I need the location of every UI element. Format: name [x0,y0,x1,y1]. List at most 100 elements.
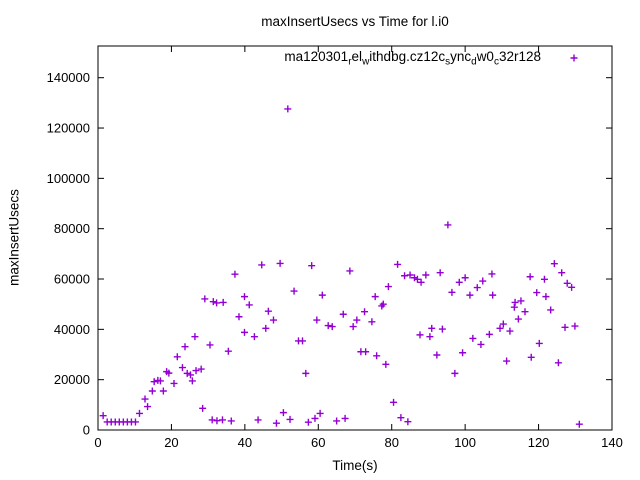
data-point-marker [384,283,392,291]
legend: ma120301relwithdbg.cz12csyncdw0c32r128 [284,49,581,67]
y-tick-label: 0 [83,423,90,438]
data-point-marker [170,379,178,387]
data-point-marker [192,367,200,375]
data-point-marker [379,300,387,308]
data-point-marker [328,323,336,331]
data-point-marker [496,324,504,332]
data-point-marker [199,404,207,412]
data-point-marker [99,412,107,420]
data-point-marker [488,270,496,278]
y-tick-label: 60000 [54,272,90,287]
data-point-marker [308,262,316,270]
legend-plus-marker-icon [570,54,578,62]
x-axis-label: Time(s) [332,458,378,473]
y-tick-label: 40000 [54,322,90,337]
data-point-marker [547,306,555,314]
data-point-marker [311,414,319,422]
data-point-marker [561,323,569,331]
x-tick-label: 120 [528,435,550,450]
legend-label-text: ma120301 [284,48,349,64]
data-point-marker [535,339,543,347]
data-point-marker [428,324,436,332]
data-point-marker [451,369,459,377]
data-point-marker [368,318,376,326]
data-point-marker [197,365,205,373]
data-point-marker [353,316,361,324]
data-point-marker [269,316,277,324]
data-point-marker [302,369,310,377]
data-point-marker [318,291,326,299]
legend-label-text: w0 [476,48,494,64]
data-point-marker [240,328,248,336]
data-point-marker [371,293,379,301]
data-point-marker [231,270,239,278]
data-point-marker [406,271,414,279]
data-point-marker [404,418,412,426]
x-tick-label: 100 [454,435,476,450]
data-point-marker [499,320,507,328]
legend-label-subscript: s [445,56,451,68]
data-point-marker [521,308,529,316]
data-point-marker [568,283,576,291]
data-point-marker [250,333,258,341]
data-point-marker [245,301,253,309]
data-point-marker [517,297,525,305]
data-point-marker [550,260,558,268]
data-point-marker [341,414,349,422]
y-tick-label: 100000 [47,171,90,186]
x-tick-label: 0 [94,435,101,450]
plot-border [97,45,613,431]
data-point-marker [477,340,485,348]
legend-label-subscript: w [362,56,370,68]
data-point-marker [382,360,390,368]
data-point-marker [416,331,424,339]
data-point-marker [144,403,152,411]
data-point-marker [361,308,369,316]
data-point-marker [279,409,287,417]
legend-label-text: ithdbg.cz12c [369,48,446,64]
data-point-marker [298,337,306,345]
data-point-marker [304,418,312,426]
data-point-marker [224,347,232,355]
data-point-marker [397,414,405,422]
data-point-marker [290,287,298,295]
data-point-marker [514,315,522,323]
data-point-marker [262,324,270,332]
data-point-marker [316,409,324,417]
data-point-marker [165,369,173,377]
data-point-marker [240,293,248,301]
data-point-marker [401,272,409,280]
data-point-marker [219,298,227,306]
data-point-marker [254,416,262,424]
data-point-marker [558,269,566,277]
data-point-marker [422,271,430,279]
data-point-marker [206,341,214,349]
legend-label-text: ync [450,48,472,64]
data-point-marker [485,330,493,338]
data-point-marker [324,322,332,330]
data-point-marker [284,105,292,113]
x-tick-label: 20 [164,435,178,450]
data-point-marker [201,295,209,303]
data-point-marker [213,417,221,425]
data-point-marker [227,417,235,425]
data-point-marker [276,259,284,267]
x-tick-label: 60 [311,435,325,450]
data-point-marker [213,299,221,307]
data-point-marker [218,416,226,424]
legend-label-subscript: c [493,56,499,68]
data-point-marker [148,387,156,395]
data-point-marker [489,291,497,299]
data-point-marker [362,348,370,356]
data-point-marker [173,353,181,361]
data-point-marker [394,260,402,268]
data-point-marker [554,359,562,367]
data-point-marker [455,278,463,286]
data-point-marker [313,316,321,324]
data-point-marker [438,325,446,333]
data-point-marker [459,349,467,357]
x-tick-label: 140 [601,435,623,450]
data-point-marker [286,415,294,423]
